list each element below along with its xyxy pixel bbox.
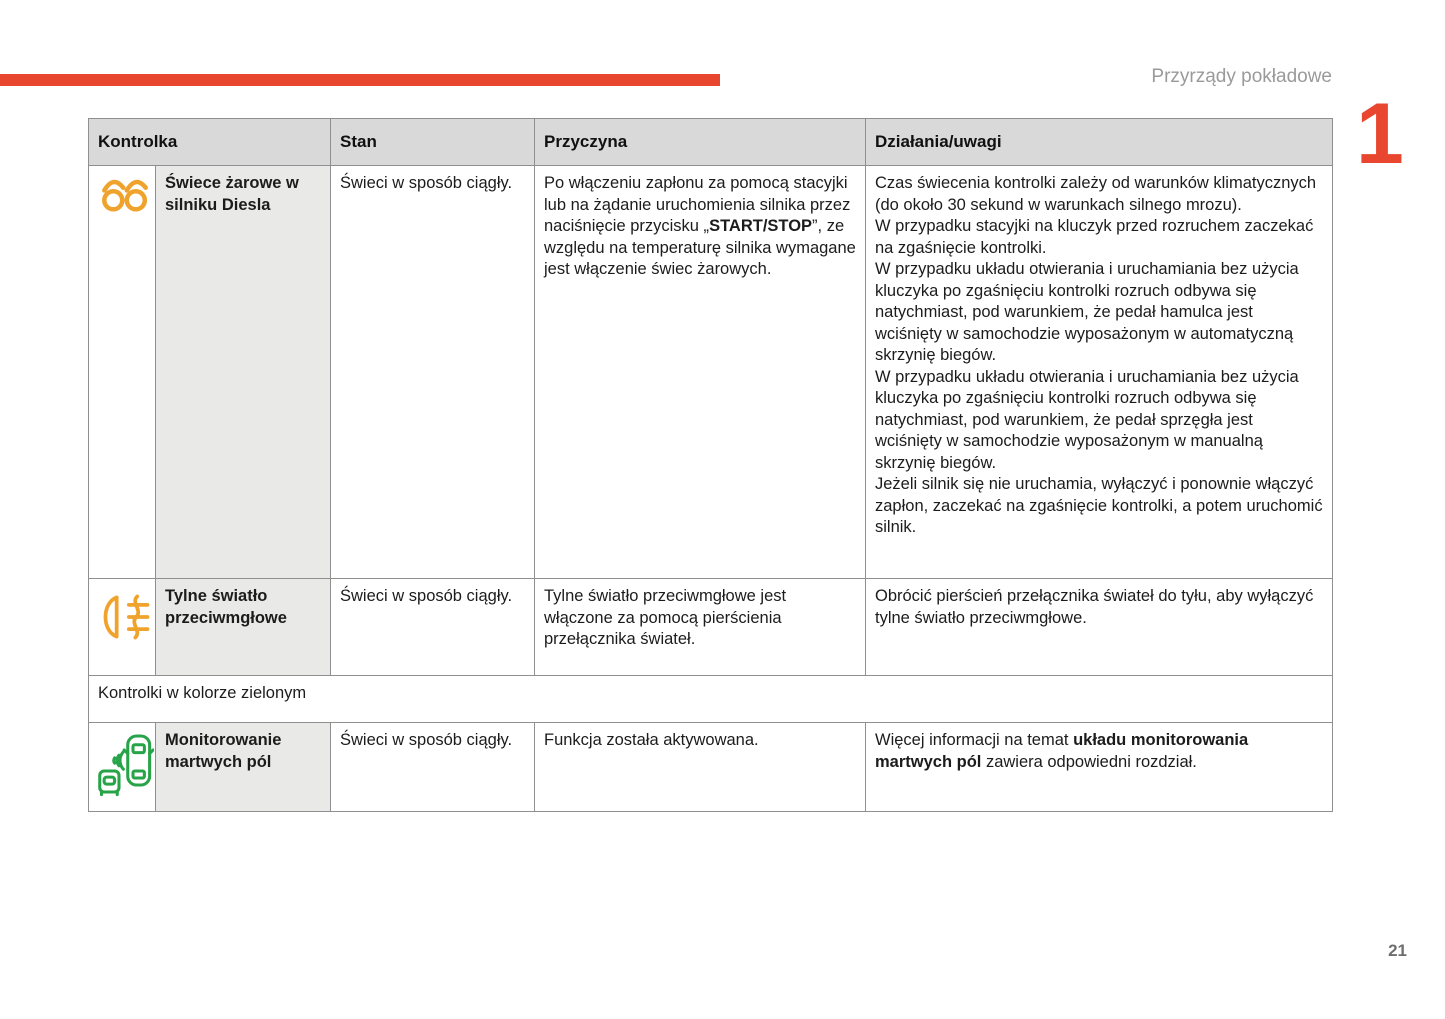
column-header-stan: Stan bbox=[330, 118, 535, 166]
action-paragraph: Czas świecenia kontrolki zależy od warun… bbox=[875, 174, 1317, 214]
page-header-title: Przyrządy pokładowe bbox=[1151, 66, 1332, 87]
accent-bar bbox=[0, 74, 720, 86]
warning-light-actions: Więcej informacji na temat układu monito… bbox=[865, 722, 1333, 812]
warning-light-actions: Obrócić pierścień przełącznika świateł d… bbox=[865, 578, 1333, 676]
glow-plug-icon bbox=[98, 179, 152, 219]
action-paragraph: Jeżeli silnik się nie uruchamia, wyłączy… bbox=[875, 475, 1323, 536]
table-header-row: Kontrolka Stan Przyczyna Działania/uwagi bbox=[88, 118, 1333, 166]
chapter-number-tab: 1 bbox=[1356, 86, 1404, 182]
column-header-przyczyna: Przyczyna bbox=[534, 118, 866, 166]
action-text-bold: układu monitorowania martwych pól bbox=[875, 731, 1249, 771]
column-header-kontrolka: Kontrolka bbox=[88, 118, 331, 166]
green-lights-section-label: Kontrolki w kolorze zielonym bbox=[88, 675, 1333, 723]
blind-spot-monitoring-icon bbox=[98, 734, 154, 801]
action-paragraph: W przypadku układu otwierania i uruchami… bbox=[875, 260, 1299, 364]
glow-plug-icon-cell bbox=[88, 165, 156, 579]
cause-text: ”, ze względu na temperaturę silnika wym… bbox=[544, 217, 856, 278]
warning-light-state: Świeci w sposób ciągły. bbox=[330, 578, 535, 676]
warning-light-actions: Czas świecenia kontrolki zależy od warun… bbox=[865, 165, 1333, 579]
rear-fog-light-icon-cell bbox=[88, 578, 156, 676]
warning-light-cause: Funkcja została aktywowana. bbox=[534, 722, 866, 812]
warning-light-cause: Po włączeniu zapłonu za pomocą stacyjki … bbox=[534, 165, 866, 579]
warning-light-cause: Tylne światło przeciwmgłowe jest włączon… bbox=[534, 578, 866, 676]
warning-light-name: Monitorowanie martwych pól bbox=[155, 722, 331, 812]
warning-light-name: Tylne światło przeciwmgłowe bbox=[155, 578, 331, 676]
warning-light-state: Świeci w sposób ciągły. bbox=[330, 722, 535, 812]
warning-light-state: Świeci w sposób ciągły. bbox=[330, 165, 535, 579]
blind-spot-icon-cell bbox=[88, 722, 156, 812]
warning-light-name: Świece żarowe w silniku Diesla bbox=[155, 165, 331, 579]
table-row: Świece żarowe w silniku Diesla Świeci w … bbox=[88, 165, 1333, 579]
warning-lights-table: Kontrolka Stan Przyczyna Działania/uwagi… bbox=[88, 118, 1333, 812]
action-paragraph: W przypadku stacyjki na kluczyk przed ro… bbox=[875, 217, 1314, 257]
action-text: zawiera odpowiedni rozdział. bbox=[981, 752, 1197, 771]
page-number: 21 bbox=[1388, 941, 1407, 960]
table-section-row: Kontrolki w kolorze zielonym bbox=[88, 675, 1333, 723]
rear-fog-light-icon bbox=[98, 594, 154, 647]
cause-text-bold: START/STOP bbox=[709, 217, 813, 235]
table-row: Tylne światło przeciwmgłowe Świeci w spo… bbox=[88, 578, 1333, 676]
table-row: Monitorowanie martwych pól Świeci w spos… bbox=[88, 722, 1333, 812]
action-text: Więcej informacji na temat bbox=[875, 731, 1074, 749]
action-paragraph: W przypadku układu otwierania i uruchami… bbox=[875, 367, 1299, 472]
cause-text: Po włączeniu zapłonu za pomocą stacyjki … bbox=[544, 174, 851, 235]
column-header-dzialania: Działania/uwagi bbox=[865, 118, 1333, 166]
